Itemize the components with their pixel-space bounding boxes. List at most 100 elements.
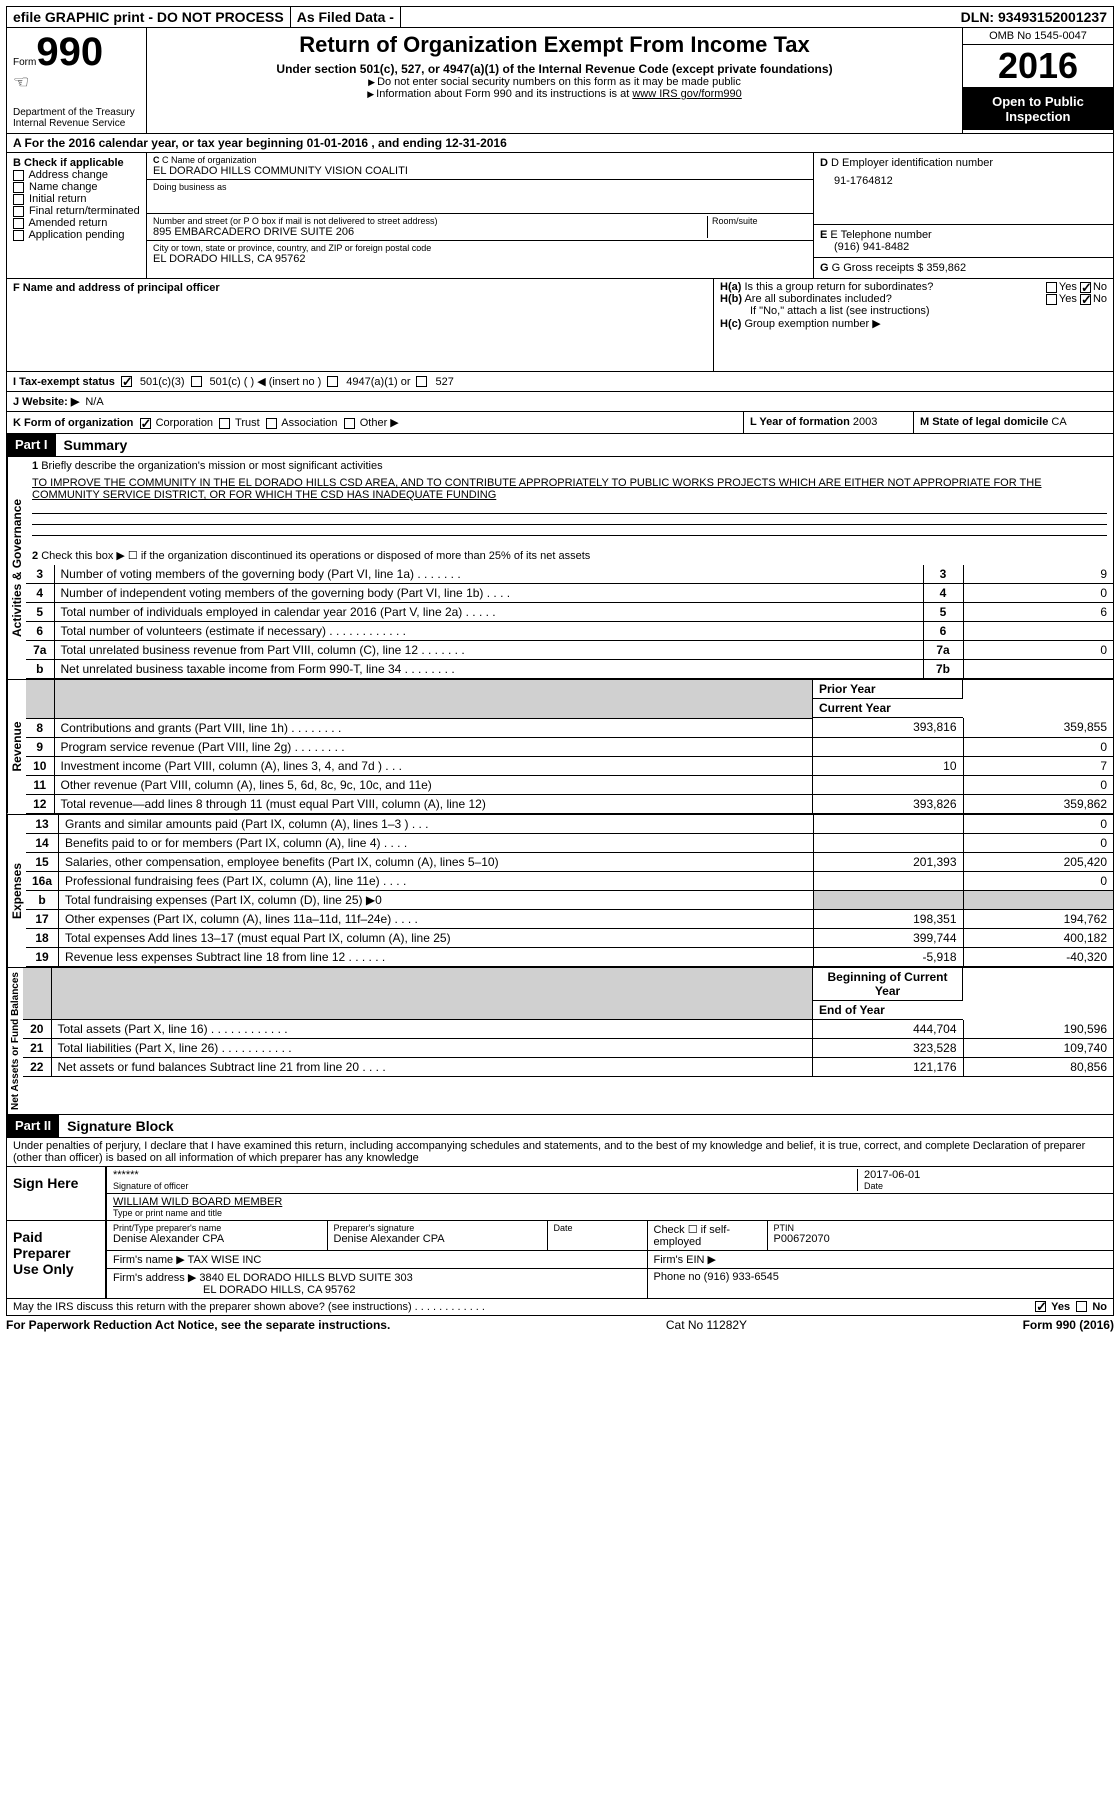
domicile: CA [1051,416,1066,428]
street-label: Number and street (or P O box if mail is… [153,216,707,226]
row-k-l-m: K Form of organization Corporation Trust… [6,412,1114,434]
checkbox-item[interactable]: Name change [13,181,140,193]
row-i: I Tax-exempt status 501(c)(3) 501(c) ( )… [6,372,1114,392]
dln: DLN: 93493152001237 [955,7,1113,27]
self-employed-check: Check ☐ if self-employed [647,1221,767,1251]
cat-no: Cat No 11282Y [666,1318,747,1332]
checkbox-item[interactable]: Amended return [13,217,140,229]
checkbox-item[interactable]: Initial return [13,193,140,205]
ptin: P00672070 [774,1233,1108,1245]
gross-receipts: 359,862 [926,262,966,274]
top-bar: efile GRAPHIC print - DO NOT PROCESS As … [6,6,1114,28]
firm-name: TAX WISE INC [188,1254,262,1266]
city-label: City or town, state or province, country… [153,243,807,253]
section-h: H(a) Is this a group return for subordin… [713,279,1113,371]
omb-number: OMB No 1545-0047 [963,28,1113,45]
g-label: G Gross receipts $ [832,262,924,274]
discuss-text: May the IRS discuss this return with the… [13,1301,485,1313]
form-ref: Form 990 (2016) [1023,1318,1114,1332]
date-label: Date [864,1181,1107,1191]
discuss-row: May the IRS discuss this return with the… [6,1299,1114,1316]
vert-expenses: Expenses [7,815,26,967]
tax-year: 2016 [963,45,1113,88]
checkbox-item[interactable]: Final return/terminated [13,205,140,217]
part1-header: Part I Summary [6,434,1114,457]
checkbox-item[interactable]: Address change [13,169,140,181]
ein: 91-1764812 [820,169,1107,187]
section-b-to-g: B Check if applicable Address change Nam… [6,153,1114,279]
signature-block: Under penalties of perjury, I declare th… [6,1138,1114,1299]
street: 895 EMBARCADERO DRIVE SUITE 206 [153,226,707,238]
f-label: F Name and address of principal officer [13,282,220,294]
note-info: Information about Form 990 and its instr… [376,88,632,100]
paid-preparer-label: Paid Preparer Use Only [7,1221,107,1298]
firm-phone: (916) 933-6545 [704,1271,779,1283]
as-filed: As Filed Data - [291,7,401,27]
form-header: Form990 ☜ Department of the Treasury Int… [6,28,1114,134]
i-label: I Tax-exempt status [13,376,115,388]
revenue-section: Revenue Prior YearCurrent Year8Contribut… [6,680,1114,815]
netassets-section: Net Assets or Fund Balances Beginning of… [6,968,1114,1115]
form-subtitle: Under section 501(c), 527, or 4947(a)(1)… [155,62,954,76]
pra-notice: For Paperwork Reduction Act Notice, see … [6,1318,390,1332]
sig-date: 2017-06-01 [864,1169,1107,1181]
year-formation: 2003 [853,416,877,428]
checkbox-item[interactable]: Application pending [13,229,140,241]
e-label: E Telephone number [830,229,931,241]
hb-text: Are all subordinates included? [744,293,891,305]
governance-table: 3Number of voting members of the governi… [26,565,1113,679]
hb-note: If "No," attach a list (see instructions… [720,305,1107,317]
irs-link[interactable]: www IRS gov/form990 [632,88,741,100]
expenses-section: Expenses 13Grants and similar amounts pa… [6,815,1114,968]
revenue-table: Prior YearCurrent Year8Contributions and… [26,680,1113,814]
vert-governance: Activities & Governance [7,457,26,679]
mission-text: TO IMPROVE THE COMMUNITY IN THE EL DORAD… [26,475,1113,503]
irs-label: Internal Revenue Service [13,118,140,129]
sig-stars: ****** [113,1169,857,1181]
sig-officer-label: Signature of officer [113,1181,857,1191]
perjury-declaration: Under penalties of perjury, I declare th… [7,1138,1113,1166]
city: EL DORADO HILLS, CA 95762 [153,253,807,265]
part2-header: Part II Signature Block [6,1115,1114,1138]
netassets-table: Beginning of Current YearEnd of Year20To… [23,968,1113,1078]
preparer-name: Denise Alexander CPA [113,1233,321,1245]
row-j: J Website: ▶ N/A [6,392,1114,412]
website: N/A [85,396,103,408]
k-label: K Form of organization [13,417,133,429]
preparer-sig: Denise Alexander CPA [334,1233,541,1245]
org-name: EL DORADO HILLS COMMUNITY VISION COALITI [153,165,807,177]
col-de: D D Employer identification number 91-17… [813,153,1113,278]
efile-notice: efile GRAPHIC print - DO NOT PROCESS [7,7,291,27]
page-footer: For Paperwork Reduction Act Notice, see … [6,1316,1114,1334]
dba-label: Doing business as [153,182,807,192]
dept-treasury: Department of the Treasury [13,107,140,118]
c-name-label: C Name of organization [162,155,257,165]
room-label: Room/suite [712,216,807,226]
firm-addr1: 3840 EL DORADO HILLS BLVD SUITE 303 [199,1272,412,1284]
officer-name: WILLIAM WILD BOARD MEMBER [113,1196,1107,1208]
form-label: Form [13,57,36,68]
row-f-h: F Name and address of principal officer … [6,279,1114,372]
col-c: C C Name of organization EL DORADO HILLS… [147,153,813,278]
open-inspection: Open to Public Inspection [963,88,1113,130]
vert-netassets: Net Assets or Fund Balances [7,968,23,1114]
hc-text: Group exemption number ▶ [744,318,880,330]
firm-addr2: EL DORADO HILLS, CA 95762 [113,1284,355,1296]
ha-text: Is this a group return for subordinates? [744,281,933,293]
j-label: J Website: ▶ [13,395,79,408]
b-label: B Check if applicable [13,157,140,169]
expenses-table: 13Grants and similar amounts paid (Part … [26,815,1113,967]
line1-label: Briefly describe the organization's miss… [41,460,382,472]
d-label: D Employer identification number [831,157,993,169]
note-ssn: Do not enter social security numbers on … [377,76,741,88]
line2: Check this box ▶ ☐ if the organization d… [41,550,590,562]
part1-body: Activities & Governance 1 Briefly descri… [6,457,1114,680]
form-number: 990 [36,30,103,74]
sign-here-label: Sign Here [7,1167,107,1220]
col-b: B Check if applicable Address change Nam… [7,153,147,278]
row-a-taxyear: A For the 2016 calendar year, or tax yea… [6,134,1114,153]
typename-label: Type or print name and title [113,1208,1107,1218]
phone: (916) 941-8482 [820,241,1107,253]
firm-ein-label: Firm's EIN ▶ [647,1250,1113,1268]
vert-revenue: Revenue [7,680,26,814]
